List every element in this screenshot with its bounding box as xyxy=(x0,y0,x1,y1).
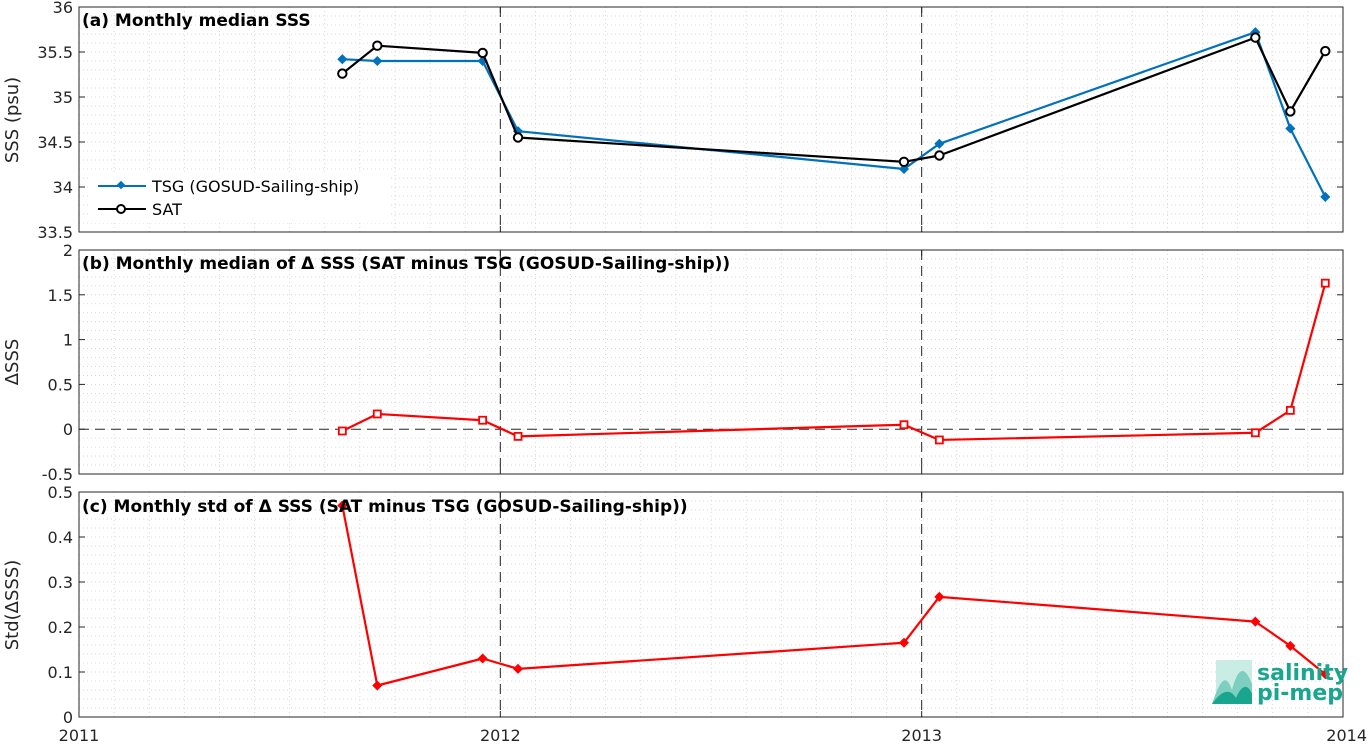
panel-c-ytick-label: 0.2 xyxy=(48,618,73,637)
logo-text-salinity: salinity xyxy=(1257,661,1348,686)
panel-c-series-0-point xyxy=(512,663,524,674)
panel-a-title: (a) Monthly median SSS xyxy=(82,11,311,31)
panel-c-series-0-line xyxy=(341,505,1326,687)
panel-b-series-0-point xyxy=(1285,405,1295,415)
panel-a-series-1-point xyxy=(372,40,383,51)
panel-b-ytick-label: 1 xyxy=(63,331,73,350)
panel-b-ytick-label: 1.5 xyxy=(48,286,73,305)
panel-b-series-0-point xyxy=(899,420,909,430)
panel-b-ytick-label: 0.5 xyxy=(48,375,73,394)
legend-tsg-marker xyxy=(116,180,126,190)
panel-a-series-0-point xyxy=(898,163,910,175)
x-tick-label: 2013 xyxy=(901,726,942,745)
panel-c-ytick-label: 0.5 xyxy=(48,483,73,502)
panel-c-series-0-point xyxy=(898,637,910,648)
panel-b-monthly-median-delta-sss: 2 1.5 1 0.5 0 -0.5 (b) Monthly median of Δ SS… xyxy=(2,241,1344,484)
panel-b-series-0-point xyxy=(1250,428,1260,438)
panel-a-series-1-point xyxy=(512,132,524,143)
panel-b-series-0-point xyxy=(1320,278,1330,288)
panel-a-monthly-median-sss: 36 35.5 35 34.5 34 33.5 (a) Monthly median SS… xyxy=(2,0,1344,242)
legend-box xyxy=(90,173,390,223)
panel-a-ytick-label: 35 xyxy=(53,88,73,107)
panel-c-series-0-point xyxy=(1285,640,1296,651)
panel-c-ylabel: Std(ΔSSS) xyxy=(2,560,23,651)
x-axis-tick-labels: 2011 2012 2013 2014 xyxy=(59,726,1367,745)
panel-b-series-0-point xyxy=(513,431,523,441)
panel-b-ylabel: ΔSSS xyxy=(2,339,23,386)
panel-a-series-0-point xyxy=(1320,191,1331,202)
panel-c-axes-frame xyxy=(78,491,1344,718)
panel-c-ytick-label: 0.4 xyxy=(48,528,73,547)
panel-c-title: (c) Monthly std of Δ SSS (SAT minus TSG … xyxy=(82,497,688,517)
panel-a-series-1-point xyxy=(1285,106,1296,117)
panel-a-series-0-point xyxy=(337,54,348,65)
panel-c-series-0-point xyxy=(1320,669,1331,680)
panel-b-series-0-line xyxy=(341,282,1327,442)
panel-a-series-0-point xyxy=(934,138,945,149)
panel-b-series-0-point xyxy=(337,426,347,436)
panel-c-ytick-label: 0.3 xyxy=(48,573,73,592)
panel-a-ytick-label: 34 xyxy=(53,178,73,197)
panel-b-ytick-label: 2 xyxy=(63,241,73,260)
panel-a-ytick-label: 33.5 xyxy=(37,223,73,242)
panel-c-ytick-label: 0.1 xyxy=(48,663,73,682)
panel-a-ylabel: SSS (psu) xyxy=(2,77,23,163)
logo-text-pi-mep: pi-mep xyxy=(1257,681,1343,706)
panel-b-series-0-point xyxy=(372,409,382,419)
panel-a-series-1-line xyxy=(341,36,1327,163)
panel-a-series-1-point xyxy=(477,47,488,59)
panel-a-series-1-point xyxy=(1250,32,1261,43)
panel-a-series-1-point xyxy=(1320,45,1331,57)
panel-a-axes-frame xyxy=(78,6,1344,233)
panel-b-series-0-point xyxy=(934,435,944,445)
panel-a-series-0-point xyxy=(372,55,383,67)
panel-b-title: (b) Monthly median of Δ SSS (SAT minus T… xyxy=(82,254,730,274)
panel-c-series-0-point xyxy=(337,500,348,511)
panel-c-series-0-point xyxy=(1250,616,1261,627)
x-tick-label: 2012 xyxy=(480,726,521,745)
panel-a-ytick-label: 36 xyxy=(53,0,73,17)
legend-sat-marker xyxy=(116,204,126,214)
panel-b-axes-frame xyxy=(78,249,1344,475)
panel-c-monthly-std-delta-sss: 0.5 0.4 0.3 0.2 0.1 0 (c) Monthly std of Δ SS… xyxy=(2,483,1344,727)
panel-b-series-0-point xyxy=(478,415,488,425)
x-tick-label: 2011 xyxy=(59,726,100,745)
legend-sat-label: SAT xyxy=(152,200,182,219)
x-tick-label: 2014 xyxy=(1326,726,1367,745)
panel-c-series-0-point xyxy=(477,653,488,664)
panel-c-series-0-point xyxy=(372,680,383,691)
panel-a-series-1-point xyxy=(337,68,348,79)
panel-a-series-1-point xyxy=(898,156,910,168)
panel-b-ytick-label: -0.5 xyxy=(42,465,73,484)
panel-c-series-0-point xyxy=(934,591,945,602)
panel-a-series-0-line xyxy=(342,31,1327,198)
panel-b-ytick-label: 0 xyxy=(63,420,73,439)
logo-wave-icon xyxy=(1212,660,1252,704)
panel-a-series-1-point xyxy=(934,150,945,161)
panel-a-ytick-label: 35.5 xyxy=(37,43,73,62)
legend-tsg-label: TSG (GOSUD-Sailing-ship) xyxy=(151,177,359,196)
salinity-pi-mep-logo: salinity pi-mep xyxy=(1212,660,1348,706)
panel-c-ytick-label: 0 xyxy=(63,708,73,727)
panel-a-series-0-point xyxy=(1285,123,1296,134)
panel-a-ytick-label: 34.5 xyxy=(37,133,73,152)
panel-a-legend: TSG (GOSUD-Sailing-ship) SAT xyxy=(90,173,390,223)
